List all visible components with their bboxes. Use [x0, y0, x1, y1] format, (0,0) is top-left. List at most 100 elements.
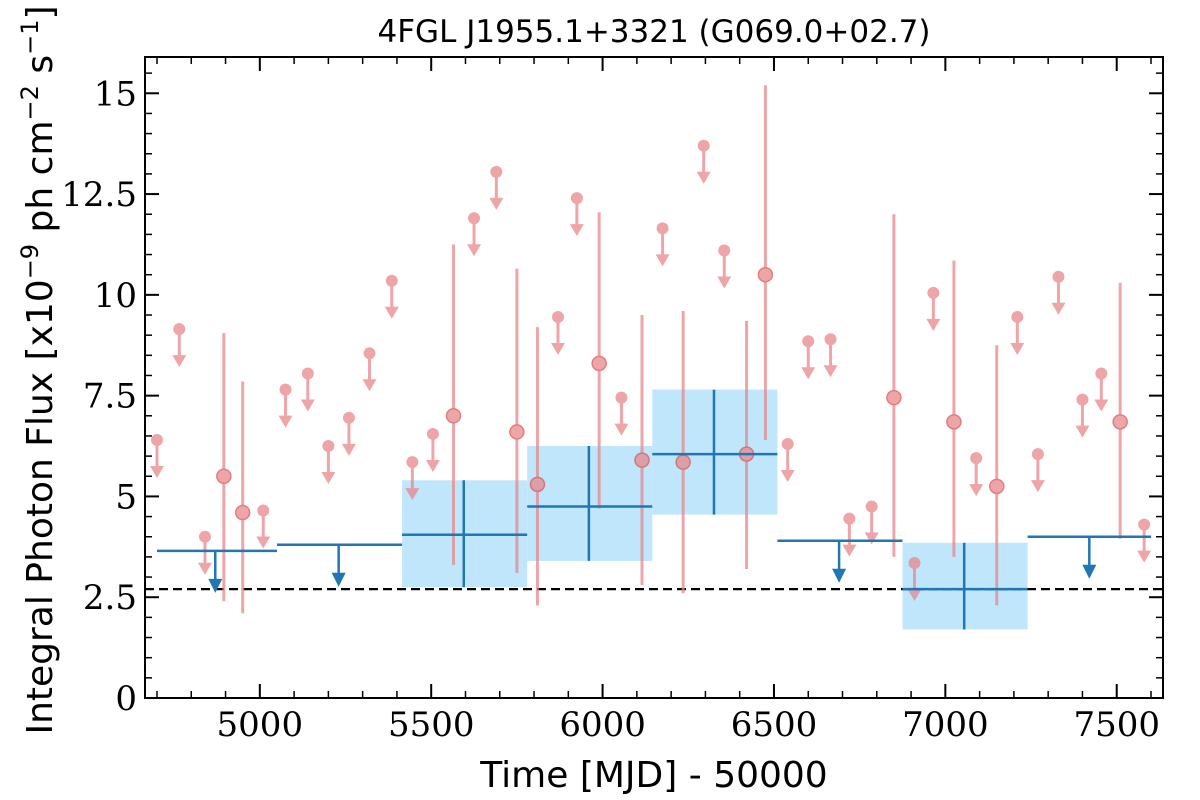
- short-bin-upper-limit-6: [321, 440, 336, 485]
- short-bin-upper-limit-29: [1030, 448, 1045, 493]
- upper-limit-arrowhead: [864, 532, 879, 545]
- short-bin-upper-limit-23: [842, 512, 857, 557]
- upper-limit-point: [1011, 311, 1024, 324]
- y-axis-label-main: Integral Photon Flux [x10: [20, 279, 61, 734]
- upper-limit-point: [865, 500, 878, 513]
- upper-limit-arrowhead: [362, 379, 377, 392]
- x-tick-label: 5000: [217, 705, 304, 745]
- upper-limit-arrowhead: [655, 254, 670, 267]
- y-axis-label-unit-1: ph cm: [20, 120, 61, 243]
- short-bin-detection-12: [989, 345, 1005, 606]
- upper-limit-point: [824, 333, 837, 346]
- upper-limit-arrowhead: [1137, 550, 1152, 563]
- axes-frame: [144, 56, 1164, 699]
- detection-point: [989, 478, 1005, 495]
- short-bin-upper-limit-12: [467, 212, 482, 257]
- detection-point: [946, 414, 962, 430]
- short-bin-detection-4: [529, 327, 546, 606]
- upper-limit-point: [385, 274, 398, 287]
- short-bin-upper-limit-10: [405, 456, 420, 501]
- short-bin-upper-limit-15: [569, 192, 584, 237]
- upper-limit-arrowhead: [341, 443, 356, 456]
- upper-limit-arrowhead: [467, 244, 482, 257]
- short-bin-upper-limit-26: [926, 286, 941, 331]
- upper-limit-arrowhead: [1075, 425, 1090, 438]
- short-bin-detection-5: [591, 212, 607, 509]
- y-tick-label: 12.5: [61, 175, 137, 215]
- upper-limit-point: [908, 556, 921, 569]
- upper-limit-arrowhead: [384, 306, 399, 319]
- detection-point: [591, 355, 607, 372]
- upper-limit-arrowhead: [197, 562, 212, 575]
- x-tick-label: 7500: [1073, 705, 1160, 745]
- short-bin-upper-limit-33: [1137, 518, 1152, 563]
- upper-limit-arrowhead: [551, 343, 566, 356]
- long-bin-upper-limit-0: [156, 549, 277, 593]
- upper-limit-arrowhead: [801, 367, 816, 380]
- short-bin-upper-limit-13: [489, 165, 504, 210]
- upper-limit-point: [615, 391, 628, 404]
- short-bin-detection-9: [757, 85, 774, 440]
- short-bin-detection-11: [946, 260, 962, 557]
- chart-title: 4FGL J1955.1+3321 (G069.0+02.7): [378, 14, 931, 50]
- detection-point: [509, 424, 525, 440]
- short-bin-upper-limit-16: [614, 391, 629, 436]
- short-bin-upper-limit-0: [149, 433, 164, 478]
- upper-limit-point: [257, 504, 270, 517]
- y-axis-label-exponent-1: −9: [16, 244, 44, 279]
- upper-limit-point: [301, 367, 314, 380]
- upper-limit-point: [781, 438, 794, 451]
- short-bin-detection-0: [216, 333, 232, 602]
- upper-limit-point: [173, 323, 186, 336]
- short-bin-upper-limit-30: [1051, 270, 1066, 315]
- long-bin-upper-limit-3: [1027, 535, 1152, 579]
- long-bin-detection-0: [402, 480, 528, 588]
- upper-limit-point: [970, 452, 983, 465]
- long-bin-upper-limit-1: [276, 543, 403, 587]
- x-axis-label: Time [MJD] - 50000: [479, 755, 827, 796]
- x-tick-label: 7000: [902, 705, 989, 745]
- upper-limit-point: [570, 192, 583, 205]
- upper-limit-point: [468, 212, 481, 225]
- long-bin-detection-2: [652, 389, 778, 515]
- short-bin-detection-1: [234, 381, 251, 614]
- long-limit-arrowhead: [1082, 564, 1097, 579]
- detection-point: [757, 266, 774, 283]
- y-tick-label: 2.5: [83, 578, 137, 618]
- upper-limit-arrowhead: [256, 536, 271, 549]
- short-bin-upper-limit-8: [362, 347, 377, 392]
- short-bin-upper-limit-14: [551, 311, 566, 356]
- upper-limit-point: [552, 311, 565, 324]
- upper-limit-arrowhead: [696, 171, 711, 184]
- upper-limit-arrowhead: [321, 472, 336, 485]
- short-bin-upper-limit-3: [256, 504, 271, 549]
- short-bin-upper-limit-22: [823, 333, 838, 378]
- short-bin-upper-limit-11: [425, 427, 440, 472]
- short-bin-upper-limit-28: [1010, 311, 1025, 356]
- upper-limit-point: [342, 411, 355, 424]
- y-axis-label-unit-2: s: [20, 55, 61, 85]
- y-axis-label: Integral Photon Flux [x10−9 ph cm−2 s−1]: [16, 5, 61, 734]
- short-bin-upper-limit-17: [655, 222, 670, 267]
- x-tick-label: 6500: [731, 705, 818, 745]
- short-bin-upper-limit-7: [341, 411, 356, 456]
- upper-limit-arrowhead: [569, 224, 584, 237]
- upper-limit-arrowhead: [969, 484, 984, 497]
- detection-point: [675, 454, 691, 470]
- detection-point: [1112, 414, 1128, 430]
- detection-point: [234, 504, 251, 521]
- upper-limit-arrowhead: [149, 465, 164, 478]
- short-bin-upper-limit-1: [172, 323, 187, 368]
- upper-limit-point: [1138, 518, 1151, 531]
- upper-limit-point: [1031, 448, 1044, 461]
- upper-limit-point: [150, 433, 163, 446]
- y-axis-label-exponent-3: −1: [16, 20, 44, 55]
- detection-point: [529, 476, 546, 493]
- upper-limit-arrowhead: [614, 423, 629, 436]
- upper-limit-arrowhead: [1094, 399, 1109, 412]
- upper-limit-arrowhead: [1010, 343, 1025, 356]
- upper-limit-arrowhead: [907, 588, 922, 601]
- short-bin-upper-limit-9: [384, 274, 399, 319]
- upper-limit-point: [322, 440, 335, 453]
